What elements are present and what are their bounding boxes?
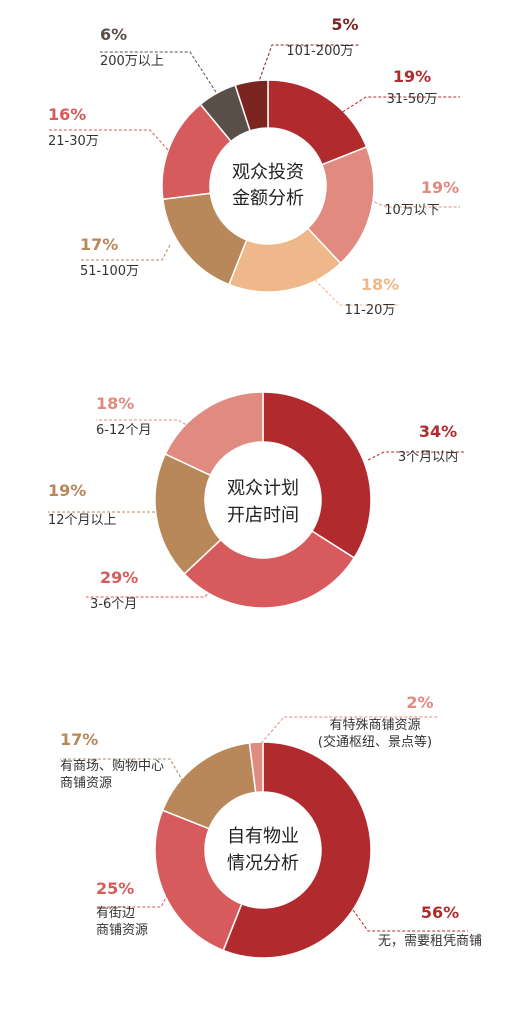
data-label: 17% [60, 730, 98, 749]
chart-center-title: 观众投资 [232, 162, 304, 183]
leader-line [60, 758, 189, 791]
category-label: 31-50万 [387, 92, 438, 107]
data-label: 6% [100, 25, 127, 44]
data-label: 56% [421, 903, 459, 922]
leader-line [80, 244, 171, 261]
leader-line [86, 589, 211, 598]
donut-slice [222, 741, 372, 959]
category-label: 有商场、购物中心 [60, 758, 164, 774]
chart-center-title: 观众计划 [227, 478, 299, 499]
category-label: 有街边 [96, 906, 135, 921]
data-label: 18% [96, 394, 134, 413]
leader-line [367, 451, 466, 461]
data-label: 16% [48, 105, 86, 124]
category-label: 51-100万 [80, 264, 139, 279]
category-label: 11-20万 [345, 303, 396, 318]
donut-slice [234, 79, 269, 132]
data-label: 19% [393, 67, 431, 86]
leader-line [96, 889, 171, 908]
leader-line [48, 129, 169, 151]
leader-line [257, 716, 438, 748]
category-label: 商铺资源 [60, 776, 112, 791]
leader-line [100, 51, 217, 93]
chart-center-title: 金额分析 [232, 188, 304, 209]
data-label: 19% [421, 178, 459, 197]
data-label: 17% [80, 235, 118, 254]
leader-line [352, 909, 468, 932]
data-label: 34% [419, 422, 457, 441]
category-label: 12个月以上 [48, 513, 117, 528]
category-label: 3个月以内 [398, 449, 458, 465]
donut-slice [248, 741, 264, 794]
category-label: 101-200万 [286, 44, 353, 59]
category-label: 21-30万 [48, 134, 99, 149]
donut-slice [161, 742, 257, 830]
category-label: 有特殊商铺资源 [329, 718, 420, 733]
category-label: 200万以上 [100, 54, 164, 69]
donut-slice [164, 391, 264, 477]
category-label: 10万以下 [384, 203, 440, 218]
donut-slice [267, 79, 368, 166]
donut-slice [183, 530, 356, 609]
data-label: 25% [96, 879, 134, 898]
chart-center-title: 自有物业 [227, 826, 299, 847]
chart-center-title: 情况分析 [227, 853, 299, 874]
data-label: 18% [361, 275, 399, 294]
leader-line [369, 199, 460, 208]
category-label: (交通枢纽、景点等) [318, 734, 432, 750]
chart-center-title: 开店时间 [227, 505, 299, 526]
category-label: 商铺资源 [96, 923, 148, 938]
data-label: 19% [48, 481, 86, 500]
donut-chart-3: 自有物业情况分析56%无，需要租凭商铺25%有街边商铺资源17%有商场、购物中心… [60, 693, 482, 959]
category-label: 6-12个月 [96, 423, 152, 438]
category-label: 无，需要租凭商铺 [378, 934, 482, 949]
donut-slice [154, 809, 243, 952]
leader-line [314, 279, 400, 306]
leader-line [329, 96, 460, 121]
category-label: 3-6个月 [90, 597, 137, 612]
data-label: 29% [100, 568, 138, 587]
data-label: 2% [406, 693, 433, 712]
donut-slice [262, 391, 372, 559]
data-label: 5% [331, 15, 358, 34]
leader-line [257, 44, 360, 85]
